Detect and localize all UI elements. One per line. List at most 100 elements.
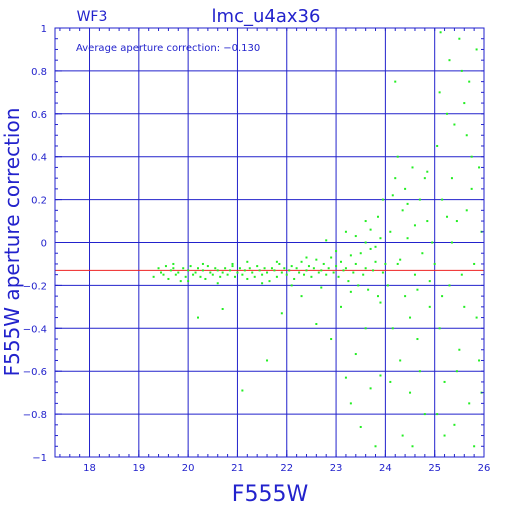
data-point: [172, 267, 175, 270]
data-point: [189, 265, 192, 268]
data-point: [231, 265, 234, 268]
data-point: [273, 269, 276, 272]
data-point: [468, 402, 471, 405]
x-tick-label: 19: [132, 463, 145, 474]
data-point: [396, 262, 399, 265]
data-point: [438, 327, 441, 330]
data-point: [446, 215, 449, 218]
data-point: [379, 301, 382, 304]
average-correction-annotation: Average aperture correction: −0.130: [76, 43, 260, 54]
data-point: [275, 260, 278, 263]
data-point: [206, 265, 209, 268]
y-tick-label: −1: [32, 453, 47, 464]
data-point: [246, 277, 249, 280]
data-point: [266, 359, 269, 362]
data-points: [152, 31, 483, 448]
data-point: [320, 286, 323, 289]
data-point: [261, 273, 264, 276]
data-point: [460, 273, 463, 276]
data-point: [307, 265, 310, 268]
data-point: [290, 265, 293, 268]
data-point: [436, 144, 439, 147]
data-point: [379, 237, 382, 240]
data-point: [369, 247, 372, 250]
data-point: [401, 434, 404, 437]
data-point: [428, 280, 431, 283]
chart-title: lmc_u4ax36: [212, 6, 321, 27]
data-point: [160, 271, 163, 274]
data-point: [219, 275, 222, 278]
data-point: [293, 277, 296, 280]
data-point: [465, 134, 468, 137]
data-point: [330, 256, 333, 259]
data-point: [416, 338, 419, 341]
data-point: [465, 209, 468, 212]
data-point: [441, 295, 444, 298]
data-point: [298, 271, 301, 274]
data-point: [458, 348, 461, 351]
data-point: [453, 123, 456, 126]
x-tick-label: 25: [428, 463, 441, 474]
data-point: [478, 166, 481, 169]
x-axis-label: F555W: [232, 482, 309, 507]
y-tick-label: −0.2: [23, 281, 47, 292]
data-point: [174, 273, 177, 276]
data-point: [374, 260, 377, 263]
data-point: [197, 267, 199, 270]
data-point: [374, 245, 377, 248]
data-point: [340, 260, 342, 263]
data-point: [221, 271, 224, 274]
data-point: [164, 265, 167, 268]
data-point: [364, 220, 367, 223]
data-point: [157, 267, 160, 270]
data-point: [344, 376, 347, 379]
data-point: [201, 269, 204, 272]
data-point: [394, 80, 397, 83]
data-point: [426, 170, 429, 173]
data-point: [312, 267, 315, 270]
data-point: [172, 262, 175, 265]
y-tick-label: −0.6: [23, 367, 47, 378]
data-point: [303, 273, 306, 276]
data-point: [448, 59, 451, 62]
data-point: [290, 284, 293, 287]
data-point: [152, 275, 155, 278]
data-point: [162, 273, 165, 276]
x-tick-label: 26: [478, 463, 491, 474]
data-point: [394, 177, 397, 180]
data-point: [300, 260, 303, 263]
data-point: [436, 413, 439, 416]
data-point: [167, 277, 170, 280]
data-point: [455, 370, 458, 373]
data-point: [446, 112, 449, 115]
data-point: [268, 280, 271, 283]
data-point: [182, 267, 185, 270]
data-point: [379, 374, 382, 377]
grid-lines: [55, 28, 484, 457]
y-axis-ticks: −1 −0.8 −0.6 −0.4 −0.2 0 0.2 0.4 0.6 0.8 1: [23, 24, 484, 464]
data-point: [315, 258, 318, 261]
data-point: [455, 220, 458, 223]
x-tick-label: 23: [330, 463, 343, 474]
data-point: [362, 273, 365, 276]
data-point: [354, 235, 357, 238]
data-point: [364, 267, 367, 270]
data-point: [187, 280, 190, 283]
data-point: [396, 155, 399, 158]
data-point: [443, 380, 446, 383]
data-point: [409, 316, 412, 319]
data-point: [194, 271, 197, 274]
data-point: [226, 273, 229, 276]
data-point: [342, 269, 345, 272]
y-tick-label: 1: [41, 24, 47, 35]
data-point: [450, 241, 453, 244]
data-point: [475, 48, 478, 51]
data-point: [231, 262, 234, 265]
data-point: [275, 275, 278, 278]
data-point: [364, 327, 367, 330]
data-point: [463, 305, 466, 308]
data-point: [411, 445, 414, 448]
data-point: [369, 387, 372, 390]
data-point: [327, 267, 330, 270]
